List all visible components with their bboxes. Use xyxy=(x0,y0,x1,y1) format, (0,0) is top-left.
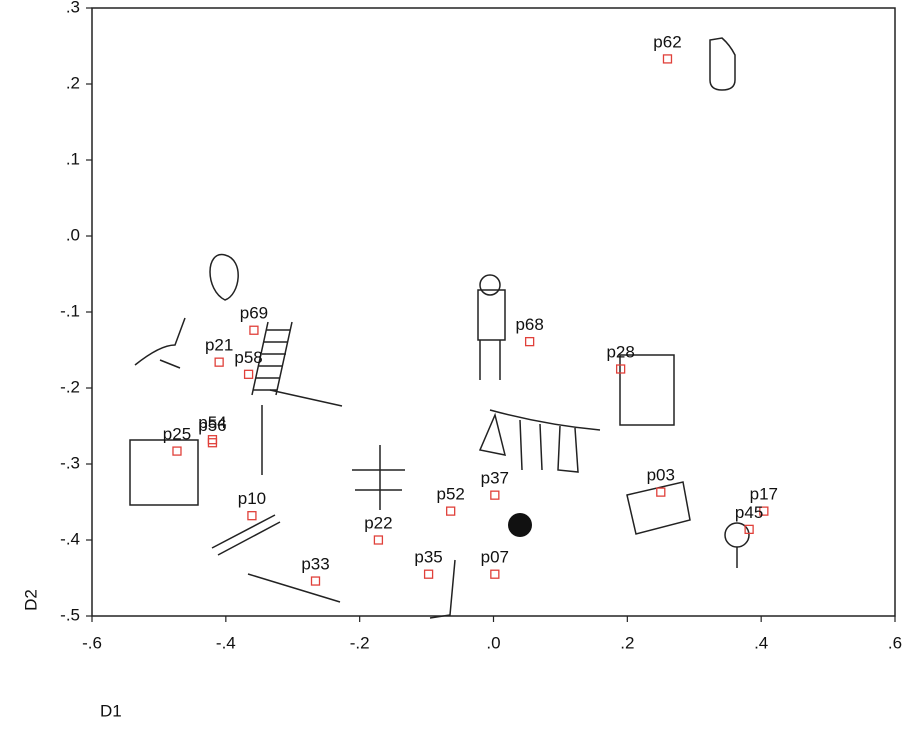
x-tick-label: .4 xyxy=(754,633,768,652)
point-label: p68 xyxy=(515,315,543,334)
x-tick-label: -.2 xyxy=(350,633,370,652)
point xyxy=(207,438,218,448)
x-tick-label: .6 xyxy=(888,633,902,652)
point-label: p33 xyxy=(301,555,329,574)
point-label: p69 xyxy=(240,304,268,323)
point-label: p21 xyxy=(205,336,233,355)
point xyxy=(524,336,535,347)
y-tick-label: .2 xyxy=(66,73,80,92)
point-label: p03 xyxy=(647,466,675,485)
point xyxy=(662,54,673,64)
point xyxy=(759,506,769,516)
point-label: p52 xyxy=(436,485,464,504)
point-label: p07 xyxy=(481,548,509,567)
y-axis-label: D2 xyxy=(21,589,40,611)
point-label: p58 xyxy=(234,348,262,367)
point-label: p10 xyxy=(238,489,266,508)
x-tick-label: .2 xyxy=(620,633,634,652)
x-tick-label: -.4 xyxy=(216,633,236,652)
y-tick-label: .0 xyxy=(66,225,80,244)
point-label: p54 xyxy=(198,413,226,432)
point xyxy=(214,357,224,367)
spider-icon xyxy=(508,513,532,537)
point xyxy=(247,511,257,521)
x-axis-label: D1 xyxy=(100,701,122,720)
y-tick-label: -.3 xyxy=(60,453,80,472)
point xyxy=(249,325,259,335)
plot-frame xyxy=(91,7,896,617)
point-label: p56 xyxy=(198,416,226,435)
point-label: p45 xyxy=(735,503,763,522)
point-label: p62 xyxy=(653,32,681,51)
point xyxy=(423,569,434,579)
y-tick-label: .1 xyxy=(66,149,80,168)
y-tick-label: -.2 xyxy=(60,377,80,396)
point xyxy=(373,535,384,545)
point xyxy=(615,364,626,374)
point xyxy=(172,446,182,456)
y-tick-label: -.1 xyxy=(60,301,80,320)
x-tick-label: .0 xyxy=(486,633,500,652)
y-tick-label: -.4 xyxy=(60,529,80,548)
point xyxy=(243,369,254,379)
point xyxy=(490,490,500,500)
point-label: p22 xyxy=(364,513,392,532)
point xyxy=(656,487,666,497)
point-label: p17 xyxy=(750,485,778,504)
point xyxy=(744,524,754,535)
x-tick-label: -.6 xyxy=(82,633,102,652)
point xyxy=(310,576,321,586)
y-tick-label: -.5 xyxy=(60,605,80,624)
point-label: p25 xyxy=(163,425,191,444)
y-tick-label: .3 xyxy=(66,0,80,16)
illustrations xyxy=(129,37,750,619)
point-label: p28 xyxy=(606,342,634,361)
point-label: p37 xyxy=(481,469,509,488)
point-label: p35 xyxy=(414,548,442,567)
point xyxy=(207,435,218,445)
point xyxy=(490,569,500,579)
point xyxy=(446,506,456,516)
